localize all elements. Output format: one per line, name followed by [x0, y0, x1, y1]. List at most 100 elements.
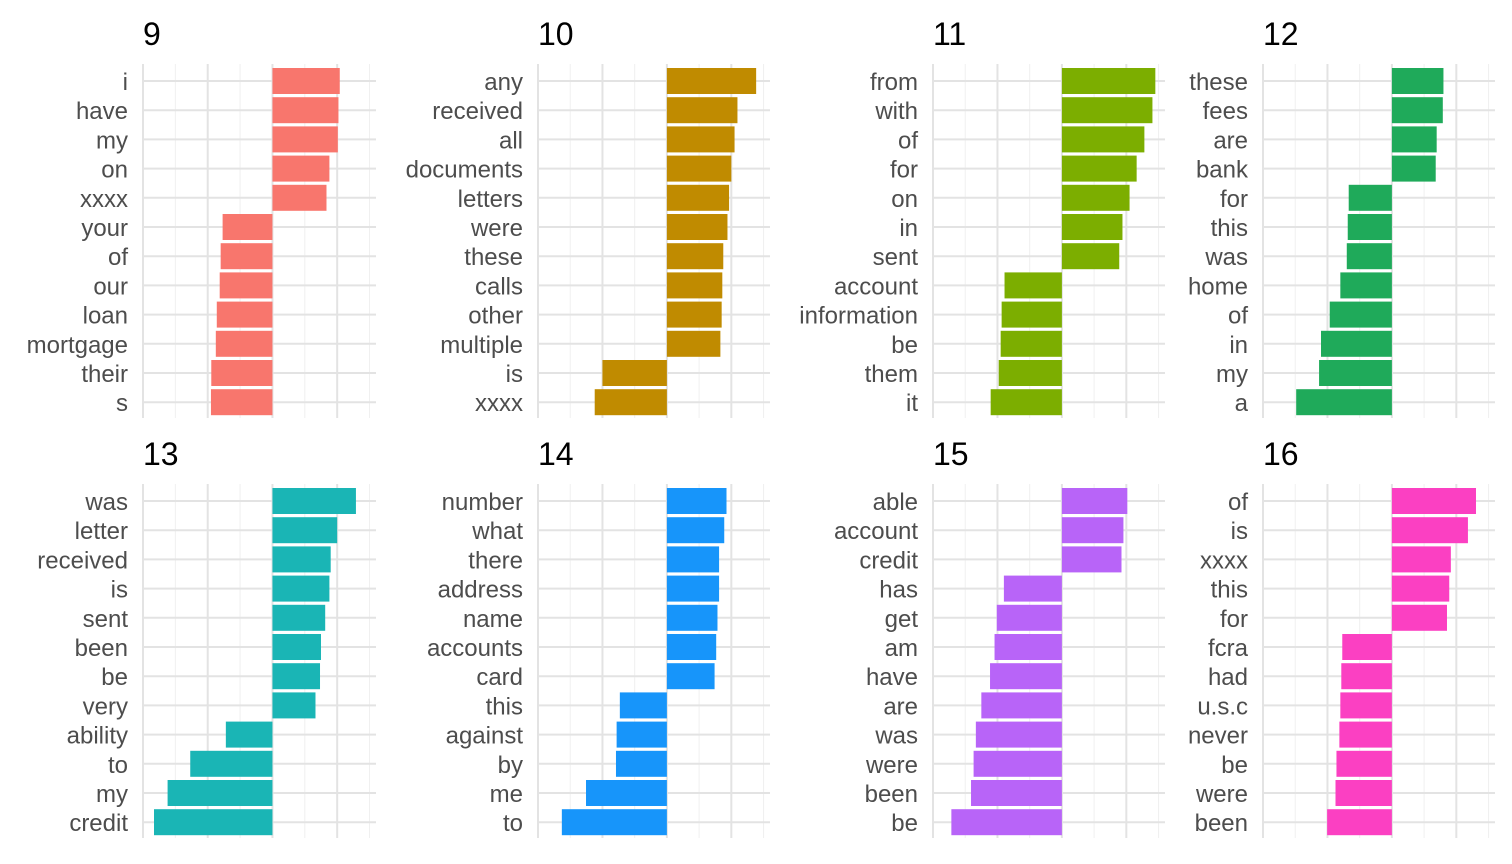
bar: [190, 750, 273, 777]
category-label: u.s.c: [1197, 693, 1248, 720]
bar: [272, 155, 330, 182]
category-label: able: [873, 489, 918, 516]
category-label: account: [834, 273, 918, 300]
bar: [220, 243, 273, 270]
bar: [211, 360, 273, 386]
category-label: had: [1208, 664, 1248, 691]
category-label: home: [1188, 273, 1248, 300]
bar: [666, 546, 720, 573]
category-label: was: [874, 723, 918, 750]
bar: [1001, 301, 1062, 328]
category-label: on: [891, 186, 918, 213]
category-label: of: [108, 244, 128, 271]
bar: [210, 389, 273, 416]
bar: [1335, 780, 1392, 806]
bar: [1348, 184, 1392, 211]
bar: [975, 721, 1062, 748]
category-label: get: [885, 606, 919, 633]
bar: [215, 330, 273, 357]
category-label: information: [799, 303, 918, 330]
bar: [990, 663, 1062, 690]
category-label: any: [484, 69, 523, 96]
category-label: this: [1211, 215, 1248, 242]
category-label: a: [1235, 390, 1249, 417]
category-label: our: [93, 273, 128, 300]
bar: [666, 68, 757, 94]
bar: [1336, 750, 1392, 777]
bar: [666, 575, 720, 602]
bar: [1340, 692, 1392, 719]
category-label: these: [1189, 69, 1248, 96]
category-label: it: [906, 390, 918, 417]
category-label: have: [76, 98, 128, 125]
bar: [1342, 634, 1392, 660]
category-label: be: [1221, 752, 1248, 779]
category-label: for: [890, 157, 918, 184]
category-label: fcra: [1208, 635, 1249, 662]
category-label: to: [108, 752, 128, 779]
category-label: xxxx: [1200, 547, 1248, 574]
category-label: ability: [67, 723, 128, 750]
category-label: for: [1220, 606, 1248, 633]
bar: [272, 575, 330, 602]
bar: [666, 604, 718, 631]
category-label: this: [486, 693, 523, 720]
category-label: name: [463, 606, 523, 633]
category-label: s: [116, 390, 128, 417]
bar: [1346, 243, 1392, 270]
bar: [1391, 68, 1444, 94]
bar: [666, 126, 735, 153]
facet-title: 11: [933, 16, 966, 52]
facet-title: 13: [143, 436, 179, 472]
category-label: on: [101, 157, 128, 184]
bar: [1061, 155, 1137, 182]
bar: [1341, 663, 1392, 690]
bar: [1319, 360, 1392, 386]
bar: [1061, 97, 1153, 124]
bar: [1061, 488, 1128, 514]
bar: [666, 488, 727, 514]
bar: [1000, 330, 1062, 357]
bar: [998, 360, 1062, 386]
category-label: bank: [1196, 157, 1249, 184]
bar: [951, 809, 1062, 836]
bar: [666, 155, 732, 182]
bar: [981, 692, 1062, 719]
category-label: be: [891, 810, 918, 837]
category-label: for: [1220, 186, 1248, 213]
category-label: against: [446, 723, 524, 750]
bar: [666, 184, 730, 211]
category-label: in: [899, 215, 918, 242]
bar: [272, 68, 340, 94]
bar: [1061, 546, 1122, 573]
bar: [1391, 97, 1443, 124]
category-label: received: [37, 547, 128, 574]
category-label: my: [96, 127, 128, 154]
bar: [1061, 214, 1123, 240]
bar: [666, 243, 724, 270]
category-label: fees: [1203, 98, 1248, 125]
bar: [1391, 517, 1468, 544]
bar: [1391, 155, 1436, 182]
category-label: multiple: [440, 332, 523, 359]
bar: [1327, 809, 1392, 836]
category-label: card: [476, 664, 523, 691]
facet-title: 15: [933, 436, 969, 472]
bar: [666, 330, 721, 357]
category-label: my: [96, 781, 128, 808]
category-label: of: [898, 127, 918, 154]
category-label: received: [432, 98, 523, 125]
category-label: never: [1188, 723, 1248, 750]
category-label: are: [883, 693, 918, 720]
category-label: xxxx: [80, 186, 128, 213]
category-label: by: [498, 752, 523, 779]
bar: [666, 517, 725, 544]
bar: [216, 301, 273, 328]
bar: [666, 634, 717, 660]
category-label: their: [81, 361, 128, 388]
bar: [666, 97, 738, 124]
